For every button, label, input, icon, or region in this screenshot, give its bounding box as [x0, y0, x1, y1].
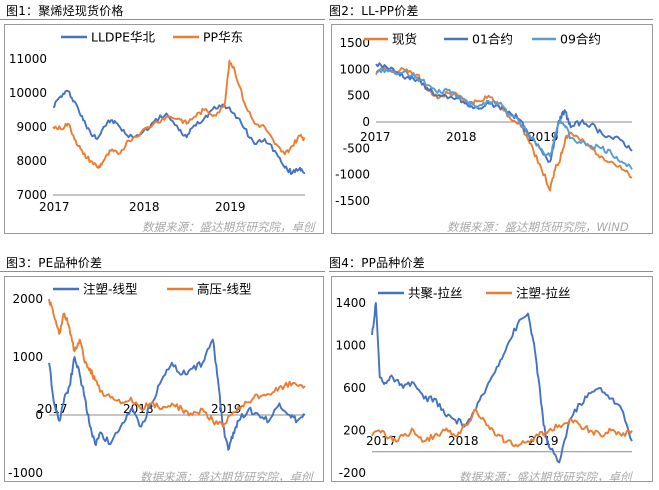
- panel-title: 图4：PP品种价差: [329, 256, 425, 270]
- y-tick-label: 500: [347, 89, 370, 103]
- chart-1: 7000 8000 9000 10000 11000 2017 2018 2019 LLDPE华…: [9, 30, 306, 214]
- title-divider: [0, 19, 325, 20]
- y-tick-label: 10000: [9, 86, 47, 100]
- legend-label: 现货: [392, 32, 417, 47]
- y-tick-label: 2000: [12, 292, 43, 306]
- source-note: 数据来源：盛达期货研究院，卓创: [459, 470, 632, 484]
- panel-title: 图1：聚烯烃现货价格: [6, 4, 124, 18]
- legend-label: 09合约: [560, 32, 601, 47]
- legend-label: LLDPE华北: [91, 30, 155, 45]
- panel-2: 图2：LL-PP价差 -1500 -1000 -500 0 500 1000 1500 201…: [329, 0, 659, 245]
- source-note: 数据来源：盛达期货研究院，卓创: [140, 470, 313, 484]
- chart-frame: 7000 8000 9000 10000 11000 2017 2018 2019 LLDPE华…: [4, 24, 324, 234]
- chart-frame: -1000 0 1000 2000 2017 2018 2019 注塑-线型 高压-线型: [4, 276, 324, 482]
- x-tick-label: 2018: [448, 434, 479, 448]
- panel-3: 图3：PE品种价差 -1000 0 1000 2000 2017 2018 2019 注塑-线…: [0, 250, 329, 490]
- chart-frame: -1500 -1000 -500 0 500 1000 1500 2017 2018 2019 现货…: [331, 24, 653, 234]
- series-line: [371, 408, 633, 448]
- source-note: 数据来源：盛达期货研究院，卓创: [142, 220, 315, 234]
- legend-label: 01合约: [472, 32, 513, 47]
- y-tick-label: 1500: [339, 36, 370, 50]
- y-tick-label: -200: [339, 466, 366, 480]
- y-tick-label: 0: [362, 115, 370, 129]
- y-tick-label: 11000: [9, 52, 47, 66]
- series-line: [52, 89, 306, 176]
- series-line: [52, 59, 306, 169]
- source-note: 数据来源：盛达期货研究院，WIND: [447, 220, 629, 234]
- x-tick-label: 2019: [215, 200, 246, 214]
- y-tick-label: 9000: [16, 120, 47, 134]
- x-tick-label: 2019: [528, 434, 559, 448]
- y-tick-label: -1000: [8, 466, 43, 480]
- panel-title: 图2：LL-PP价差: [329, 4, 419, 18]
- title-divider: [0, 271, 325, 272]
- y-tick-label: -1000: [335, 168, 370, 182]
- y-tick-label: 1400: [335, 296, 366, 310]
- y-tick-label: -1500: [335, 194, 370, 208]
- y-tick-label: 1000: [335, 339, 366, 353]
- legend-label: PP华东: [203, 30, 243, 45]
- x-tick-label: 2017: [37, 402, 68, 416]
- series-line: [376, 67, 633, 170]
- chart-frame: -200 200 600 1000 1400 2017 2018 2019 共聚-拉丝 注塑-拉丝: [331, 276, 653, 482]
- x-tick-label: 2017: [39, 200, 70, 214]
- chart-2: -1500 -1000 -500 0 500 1000 1500 2017 2018 2019 现货…: [335, 32, 633, 208]
- panel-1: 图1：聚烯烃现货价格 7000 8000 9000 10000 11000 2017 201…: [0, 0, 329, 245]
- series-line: [48, 298, 306, 428]
- y-tick-label: 200: [343, 424, 366, 438]
- series-line: [371, 302, 633, 464]
- y-tick-label: -500: [343, 141, 370, 155]
- title-divider: [329, 19, 653, 20]
- panel-title: 图3：PE品种价差: [6, 256, 103, 270]
- y-tick-label: 1000: [12, 350, 43, 364]
- legend-label: 高压-线型: [197, 282, 252, 297]
- y-tick-label: 7000: [16, 188, 47, 202]
- series-line: [48, 338, 306, 451]
- x-tick-label: 2019: [528, 130, 559, 144]
- legend-label: 共聚-拉丝: [408, 286, 463, 301]
- y-tick-label: 0: [35, 408, 43, 422]
- title-divider: [329, 271, 653, 272]
- x-tick-label: 2017: [360, 130, 391, 144]
- y-tick-label: 600: [343, 381, 366, 395]
- x-tick-label: 2018: [129, 200, 160, 214]
- series-line: [375, 65, 633, 192]
- legend-label: 注塑-拉丝: [516, 286, 571, 301]
- panel-4: 图4：PP品种价差 -200 200 600 1000 1400 2017 2018 2019…: [329, 250, 659, 490]
- x-tick-label: 2018: [446, 130, 477, 144]
- y-tick-label: 1000: [339, 62, 370, 76]
- series-line: [375, 62, 633, 163]
- y-tick-label: 8000: [16, 154, 47, 168]
- legend-label: 注塑-线型: [83, 282, 138, 297]
